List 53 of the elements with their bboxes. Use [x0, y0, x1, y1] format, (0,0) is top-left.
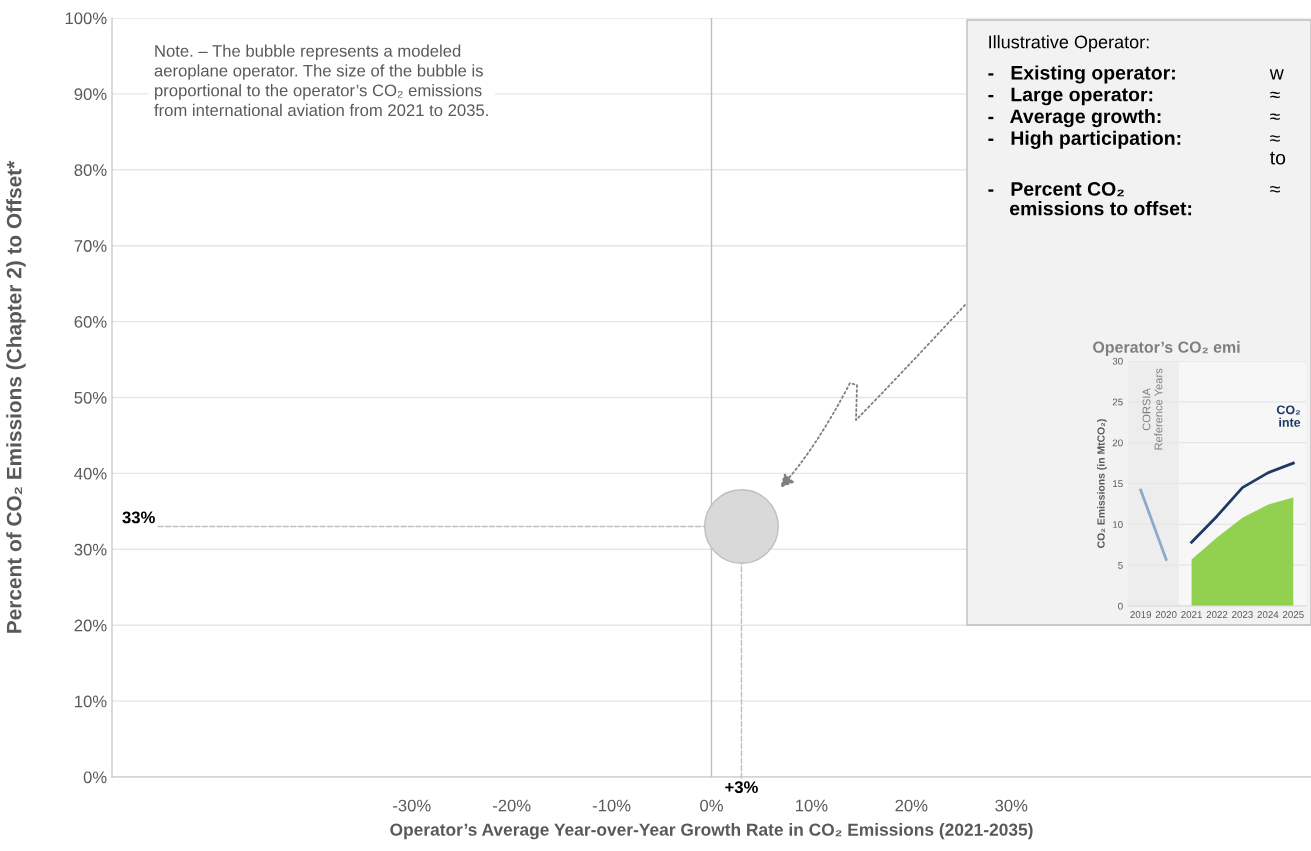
annotation: - Average growth: [988, 108, 1161, 128]
y-tick-label: 30 [1112, 357, 1123, 365]
annotation: - Large operator: [988, 87, 1153, 106]
annotation: - High participation: [988, 130, 1181, 149]
y-tick-label: 25 [1112, 398, 1123, 406]
y-tick-label: 60% [74, 316, 107, 328]
x-axis-title: Operator’s Average Year-over-Year Growth Rate in CO₂ Emissions (2021-2035) [390, 823, 1033, 840]
annotation: Note. – The bubble represents a modeled aeroplane operator. The size of the bubble is proportional to the operator’s CO₂ emissions from international aviation from 2021 to 2035. [154, 44, 488, 117]
y-tick-label: 80% [74, 164, 107, 176]
annotation: - Existing operator: [988, 65, 1175, 84]
x-tick-label: 2024 [1257, 611, 1279, 618]
annotation: ≈ [1270, 91, 1280, 99]
annotation: - Percent CO₂ emissions to offset: [988, 182, 1192, 216]
x-tick-label: 2021 [1181, 611, 1202, 618]
y-tick-label: 0 [1118, 602, 1123, 610]
y-tick-label: 10 [1113, 521, 1123, 528]
y-tick-label: 20% [74, 619, 107, 632]
y-tick-label: 20 [1112, 439, 1123, 447]
y-tick-label: 15 [1113, 480, 1123, 488]
x-tick-label: 30% [995, 799, 1028, 812]
y-tick-label: 5 [1118, 562, 1123, 569]
x-tick-label: 2020 [1155, 611, 1177, 618]
annotation: +3% [725, 781, 758, 794]
x-tick-label: -30% [393, 799, 431, 812]
band-label: CORSIA Reference Years [1142, 368, 1163, 450]
x-tick-label: 2023 [1232, 611, 1253, 618]
annotation: ≈ to [1270, 135, 1286, 165]
y-tick-label: 10% [75, 695, 107, 708]
y-tick-label: 70% [74, 240, 107, 252]
y-tick-label: 90% [74, 88, 107, 101]
x-tick-label: 2022 [1206, 611, 1228, 618]
annotation: CO₂ inte [1276, 405, 1301, 427]
chart-title: Operator’s CO₂ emi [1093, 341, 1240, 356]
x-tick-label: 0% [700, 799, 723, 812]
x-tick-label: 20% [895, 799, 928, 812]
y-tick-label: 30% [74, 543, 107, 556]
x-tick-label: 2025 [1282, 611, 1304, 618]
annotation: w [1269, 69, 1284, 80]
y-axis-title: Percent of CO₂ Emissions (Chapter 2) to Offset* [6, 160, 26, 633]
text: Illustrative Operator: [989, 35, 1149, 52]
line-series [1190, 461, 1295, 544]
x-tick-label: 2019 [1130, 611, 1152, 618]
y-axis-title: CO₂ Emissions (in MtCO₂) [1097, 419, 1107, 548]
annotation: ≈ [1270, 113, 1280, 120]
x-tick-label: -10% [592, 799, 631, 812]
x-tick-label: -20% [492, 799, 531, 812]
annotation: 33% [122, 511, 155, 524]
y-tick-label: 40% [74, 467, 107, 480]
y-tick-label: 50% [74, 391, 107, 404]
y-tick-label: 0% [83, 771, 107, 784]
y-tick-label: 100% [65, 12, 107, 25]
x-tick-label: 10% [796, 799, 828, 812]
annotation: ≈ [1270, 186, 1280, 193]
